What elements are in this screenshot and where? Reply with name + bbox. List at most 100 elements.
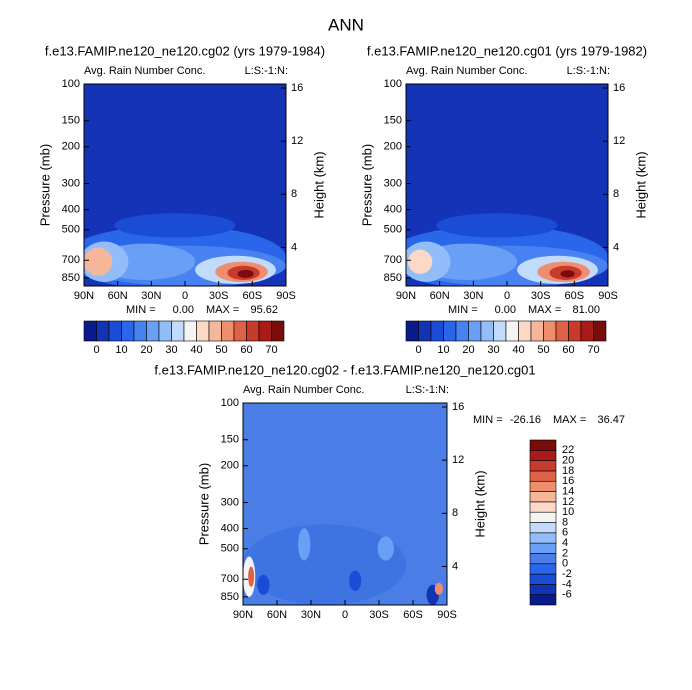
colorbar-box (529, 553, 557, 565)
colorbar-box (518, 320, 532, 342)
field-blob (349, 570, 362, 591)
colorbar-box (196, 320, 210, 342)
contour-field (406, 84, 608, 286)
colorbar-label: 16 (562, 475, 574, 487)
x-tick-label: 0 (504, 290, 510, 302)
colorbar-label: 2 (562, 547, 568, 559)
min-label: MIN = (448, 304, 478, 316)
x-tick-label: 0 (182, 290, 188, 302)
colorbar-box (221, 320, 235, 342)
colorbar-label: 0 (93, 344, 99, 356)
colorbar-label: 70 (265, 344, 277, 356)
y2-tick-label: 12 (291, 135, 303, 147)
colorbar-label: 4 (562, 537, 568, 549)
min-label: MIN = (126, 304, 156, 316)
min-label: MIN = (473, 414, 503, 426)
x-tick-label: 90N (396, 290, 416, 302)
corner-label: L:S:-1:N: (567, 65, 610, 77)
y2-axis-label: Height (km) (633, 151, 648, 218)
x-tick-label: 0 (342, 609, 348, 621)
y-tick-label: 200 (62, 141, 80, 153)
colorbar-box (529, 522, 557, 534)
min-value: 0.00 (495, 304, 516, 316)
colorbar-box (529, 460, 557, 472)
y-tick-label: 300 (221, 496, 239, 508)
figure-title: ANN (328, 15, 364, 34)
colorbar-label: 40 (190, 344, 202, 356)
x-tick-label: 90N (74, 290, 94, 302)
colorbar-label: 20 (562, 455, 574, 467)
field-blob (248, 566, 255, 587)
max-label: MAX = (528, 304, 561, 316)
colorbar-label: 22 (562, 444, 574, 456)
colorbar-label: 0 (562, 558, 568, 570)
field-blob (560, 270, 575, 278)
field-blob (243, 524, 407, 605)
corner-label: L:S:-1:N: (406, 384, 449, 396)
x-tick-label: 90S (437, 609, 457, 621)
colorbar-label: -2 (562, 568, 572, 580)
y2-axis-label: Height (km) (311, 151, 326, 218)
colorbar-box (455, 320, 469, 342)
colorbar-box (418, 320, 432, 342)
colorbar-label: 0 (415, 344, 421, 356)
y-tick-label: 700 (62, 254, 80, 266)
field-blob (434, 582, 443, 595)
y2-tick-label: 4 (291, 241, 297, 253)
y-tick-label: 100 (62, 78, 80, 90)
field-blob (408, 249, 433, 274)
panel-title: f.e13.FAMIP.ne120_ne120.cg02 (yrs 1979-1… (45, 43, 325, 58)
field-blob (257, 574, 270, 595)
y-axis-label: Pressure (mb) (196, 463, 211, 545)
colorbar-label: 60 (562, 344, 574, 356)
colorbar-label: 14 (562, 485, 574, 497)
y-tick-label: 700 (384, 254, 402, 266)
colorbar-box (530, 320, 544, 342)
y-tick-label: 400 (221, 522, 239, 534)
contour-field (84, 84, 286, 286)
colorbar-box (233, 320, 247, 342)
colorbar-box (493, 320, 507, 342)
colorbar-box (568, 320, 582, 342)
y-tick-label: 150 (221, 434, 239, 446)
colorbar-box (529, 563, 557, 575)
contour-field (243, 403, 447, 605)
x-tick-label: 30N (141, 290, 161, 302)
colorbar-label: 12 (562, 496, 574, 508)
colorbar-box (121, 320, 135, 342)
colorbar-label: 10 (437, 344, 449, 356)
colorbar-label: 10 (115, 344, 127, 356)
x-tick-label: 60N (267, 609, 287, 621)
y-tick-label: 500 (221, 543, 239, 555)
x-tick-label: 90S (276, 290, 296, 302)
colorbar-box (529, 511, 557, 523)
colorbar-box (529, 573, 557, 585)
x-tick-label: 30S (369, 609, 389, 621)
colorbar-box (246, 320, 260, 342)
colorbar-box (529, 491, 557, 503)
colorbar-label: 6 (562, 527, 568, 539)
y-tick-label: 100 (384, 78, 402, 90)
min-value: 0.00 (173, 304, 194, 316)
colorbar-label: 40 (512, 344, 524, 356)
y2-tick-label: 16 (291, 82, 303, 94)
colorbar-box (208, 320, 222, 342)
colorbar-box (505, 320, 519, 342)
colorbar-label: 30 (165, 344, 177, 356)
max-label: MAX = (553, 414, 586, 426)
y-axis-label: Pressure (mb) (359, 144, 374, 226)
y-tick-label: 500 (62, 224, 80, 236)
max-value: 95.62 (250, 304, 278, 316)
colorbar-box (480, 320, 494, 342)
x-tick-label: 60N (108, 290, 128, 302)
field-blob (84, 247, 113, 276)
colorbar-box (158, 320, 172, 342)
y-axis-label: Pressure (mb) (37, 144, 52, 226)
colorbar-box (529, 594, 557, 606)
y2-tick-label: 8 (452, 507, 458, 519)
colorbar-box (183, 320, 197, 342)
y-tick-label: 850 (221, 591, 239, 603)
max-label: MAX = (206, 304, 239, 316)
field-blob (237, 269, 254, 278)
colorbar-box (543, 320, 557, 342)
